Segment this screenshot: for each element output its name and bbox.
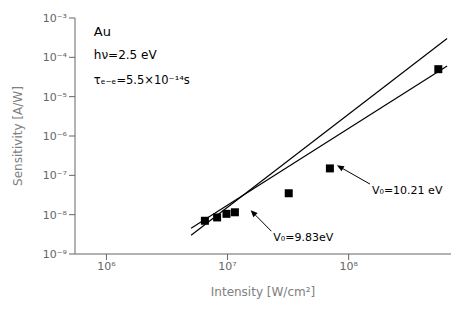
html-text:Au: Au — [93, 24, 111, 40]
svg-text:10⁻⁷: 10⁻⁷ — [43, 169, 67, 182]
svg-text:10⁻⁶: 10⁻⁶ — [43, 130, 68, 143]
svg-text:V₀=10.21 eV: V₀=10.21 eV — [372, 184, 443, 197]
svg-text:Sensitivity [A/W]: Sensitivity [A/W] — [11, 86, 25, 186]
svg-text:V₀=9.83eV: V₀=9.83eV — [273, 231, 333, 244]
svg-text:10⁻⁴: 10⁻⁴ — [43, 51, 68, 64]
svg-text:10⁷: 10⁷ — [218, 260, 236, 273]
svg-text:10⁸: 10⁸ — [339, 260, 358, 273]
svg-text:10⁶: 10⁶ — [97, 260, 116, 273]
html-text:hν=2.5 eV: hν=2.5 eV — [93, 47, 157, 62]
svg-text:10⁻⁹: 10⁻⁹ — [43, 248, 67, 261]
svg-text:10⁻⁸: 10⁻⁸ — [43, 209, 68, 222]
svg-text:Intensity [W/cm²]: Intensity [W/cm²] — [211, 285, 315, 299]
svg-text:10⁻³: 10⁻³ — [43, 12, 67, 25]
svg-text:10⁻⁵: 10⁻⁵ — [43, 91, 67, 104]
html-text:τₑ₋ₑ=5.5×10⁻¹⁴s: τₑ₋ₑ=5.5×10⁻¹⁴s — [93, 72, 190, 87]
